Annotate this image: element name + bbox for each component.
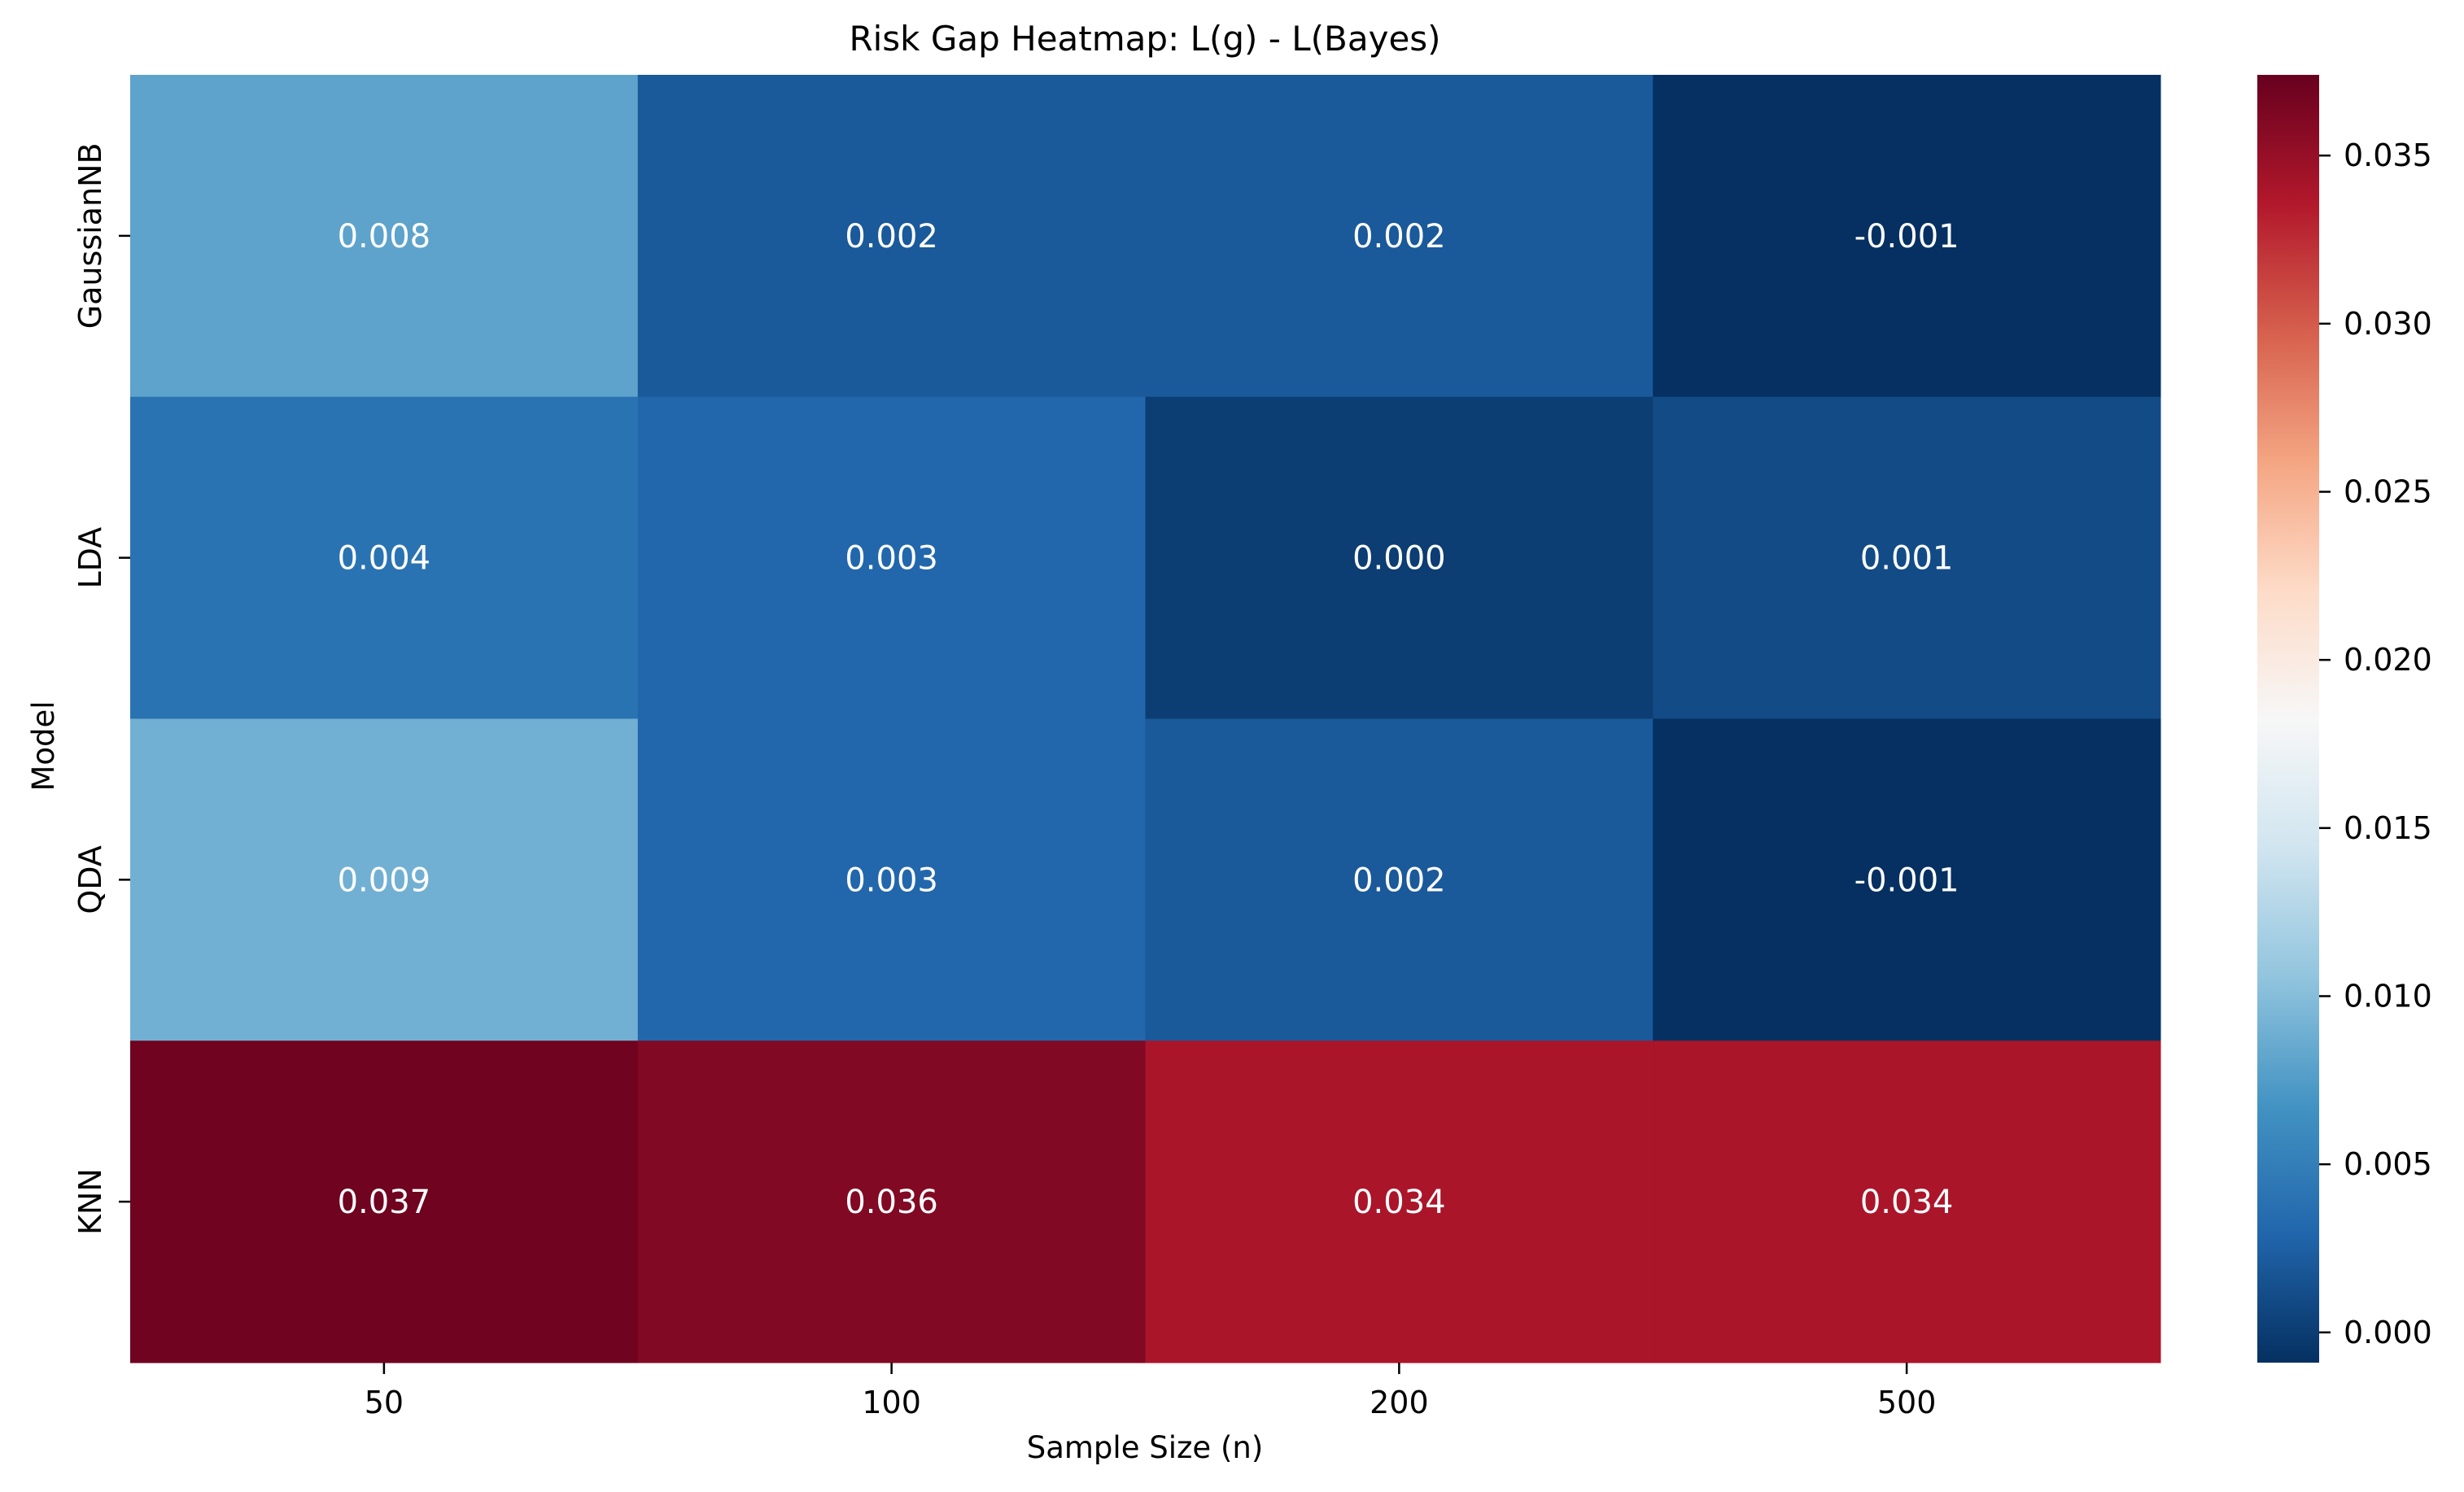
y-tick-label: LDA (72, 527, 108, 589)
heatmap-cell (1653, 1040, 2161, 1363)
cell-value-label: 0.036 (845, 1184, 938, 1221)
cell-value-label: 0.037 (338, 1184, 431, 1221)
chart-title: Risk Gap Heatmap: L(g) - L(Bayes) (849, 19, 1440, 59)
heatmap-cell (130, 718, 639, 1041)
heatmap-cell (1653, 396, 2161, 719)
y-tick-label: KNN (72, 1168, 108, 1235)
cell-value-label: 0.008 (338, 218, 431, 255)
x-axis: 50 100 200 500 (365, 1363, 1937, 1420)
heatmap-cell (130, 396, 639, 719)
heatmap-cell (637, 718, 1146, 1041)
x-tick-label: 500 (1877, 1385, 1937, 1420)
x-tick-label: 50 (365, 1385, 404, 1420)
cell-value-label: 0.001 (1860, 540, 1954, 578)
colorbar-gradient (2257, 75, 2319, 1363)
colorbar-tick-label: 0.015 (2344, 810, 2432, 846)
x-tick-label: 100 (862, 1385, 921, 1420)
colorbar-tick-label: 0.010 (2344, 978, 2432, 1014)
y-axis-label: Model (26, 700, 61, 791)
heatmap-cell (130, 1040, 639, 1363)
heatmap-cell (1145, 396, 1654, 719)
cell-value-label: 0.009 (338, 862, 431, 899)
heatmap-cell (1145, 75, 1654, 398)
heatmap-cell (637, 396, 1146, 719)
heatmap-cell (1145, 1040, 1654, 1363)
heatmap-cells: 0.008 0.002 0.002 -0.001 0.004 0.003 0.000 0.00… (130, 75, 2161, 1363)
y-axis: GaussianNB LDA QDA KNN (72, 142, 130, 1235)
cell-value-label: 0.034 (1352, 1184, 1446, 1221)
cell-value-label: 0.002 (1352, 862, 1446, 899)
heatmap-cell (1653, 75, 2161, 398)
heatmap-cell (637, 1040, 1146, 1363)
cell-value-label: 0.004 (338, 540, 431, 578)
heatmap-cell (637, 75, 1146, 398)
y-tick-label: QDA (72, 845, 108, 914)
colorbar-ticks: 0.000 0.005 0.010 0.015 0.020 0.025 0.030 0.035 (2319, 137, 2432, 1350)
x-tick-label: 200 (1370, 1385, 1429, 1420)
cell-value-label: 0.002 (1352, 218, 1446, 255)
heatmap-cell (1145, 718, 1654, 1041)
y-tick-label: GaussianNB (72, 142, 108, 329)
cell-value-label: 0.002 (845, 218, 938, 255)
colorbar: 0.000 0.005 0.010 0.015 0.020 0.025 0.030 0.035 (2257, 75, 2432, 1363)
colorbar-tick-label: 0.000 (2344, 1315, 2432, 1350)
cell-value-label: 0.003 (845, 540, 938, 578)
cell-value-label: 0.034 (1860, 1184, 1954, 1221)
x-axis-label: Sample Size (n) (1027, 1430, 1264, 1465)
cell-value-label: 0.003 (845, 862, 938, 899)
colorbar-tick-label: 0.035 (2344, 137, 2432, 173)
cell-value-label: 0.000 (1352, 540, 1446, 578)
cell-value-label: -0.001 (1855, 218, 1959, 255)
heatmap-cell (130, 75, 639, 398)
heatmap-cell (1653, 718, 2161, 1041)
colorbar-tick-label: 0.030 (2344, 306, 2432, 342)
colorbar-tick-label: 0.005 (2344, 1146, 2432, 1182)
colorbar-tick-label: 0.025 (2344, 474, 2432, 510)
cell-value-label: -0.001 (1855, 862, 1959, 899)
colorbar-tick-label: 0.020 (2344, 642, 2432, 678)
